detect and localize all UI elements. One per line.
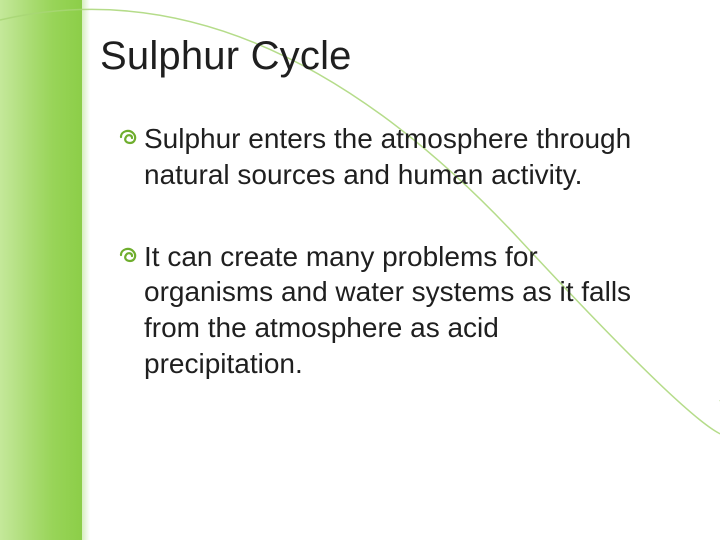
list-item: Sulphur enters the atmosphere through na… <box>118 121 660 193</box>
list-item: It can create many problems for organism… <box>118 239 660 382</box>
swirl-bullet-icon <box>118 245 142 265</box>
bullet-text: Sulphur enters the atmosphere through na… <box>144 121 660 193</box>
left-accent-band <box>0 0 82 540</box>
slide-content: Sulphur Cycle Sulphur enters the atmosph… <box>100 34 690 428</box>
bullet-text: It can create many problems for organism… <box>144 239 660 382</box>
swirl-bullet-icon <box>118 127 142 147</box>
slide-title: Sulphur Cycle <box>100 34 690 79</box>
bullet-list: Sulphur enters the atmosphere through na… <box>118 121 660 382</box>
